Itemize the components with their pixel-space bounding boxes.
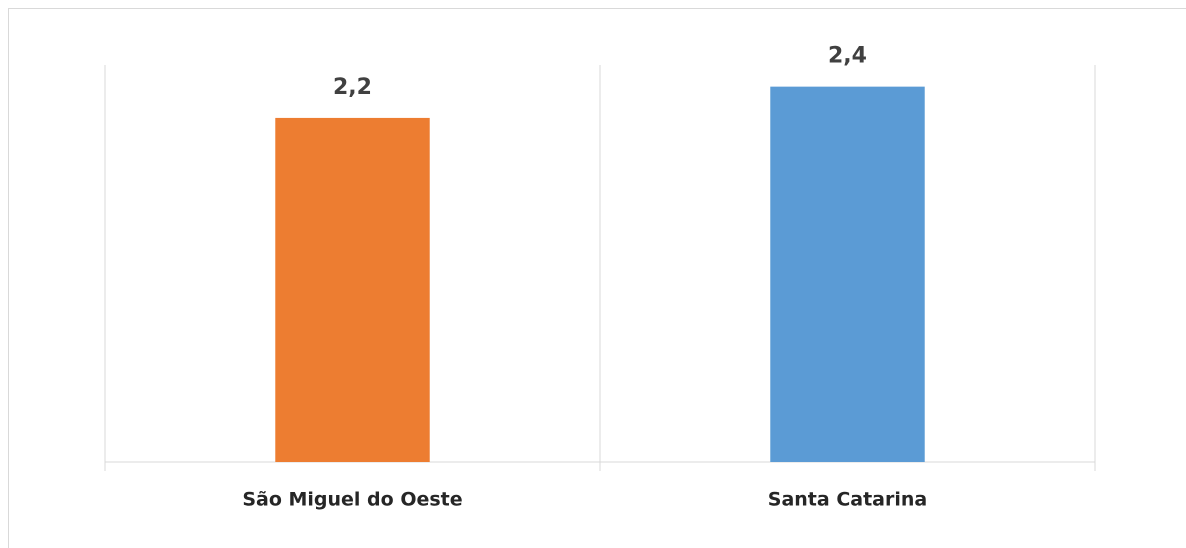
bar [770,86,925,462]
bar [275,117,430,463]
data-label: 2,2 [333,75,372,100]
data-label: 2,4 [828,44,867,69]
x-tick-label: Santa Catarina [768,489,927,511]
chart-frame [8,8,1186,548]
x-tick-label: São Miguel do Oeste [242,489,462,511]
